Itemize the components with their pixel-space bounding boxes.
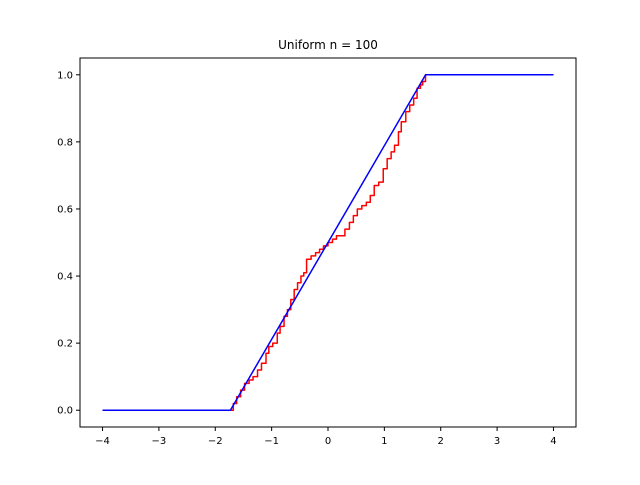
chart-title: Uniform n = 100: [278, 38, 378, 52]
y-tick-label: 0.8: [57, 137, 73, 148]
y-tick-label: 1.0: [57, 70, 73, 81]
x-tick-label: −1: [264, 436, 279, 447]
x-tick-label: 3: [494, 436, 500, 447]
x-tick-label: −3: [152, 436, 167, 447]
x-axis: −4 −3 −2 −1 0 1 2 3 4: [95, 427, 557, 447]
y-axis: 0.0 0.2 0.4 0.6 0.8 1.0: [57, 70, 80, 417]
series-line-blue: [102, 74, 554, 411]
y-tick-label: 0.0: [57, 406, 73, 417]
x-tick-label: 0: [325, 436, 331, 447]
y-tick-label: 0.6: [57, 204, 73, 215]
y-tick-label: 0.4: [57, 272, 73, 283]
series-layer: [102, 74, 554, 411]
x-tick-label: 2: [438, 436, 444, 447]
x-tick-label: 1: [381, 436, 387, 447]
x-tick-label: 4: [550, 436, 556, 447]
x-tick-label: −4: [95, 436, 110, 447]
x-tick-label: −2: [208, 436, 223, 447]
y-tick-label: 0.2: [57, 339, 73, 350]
